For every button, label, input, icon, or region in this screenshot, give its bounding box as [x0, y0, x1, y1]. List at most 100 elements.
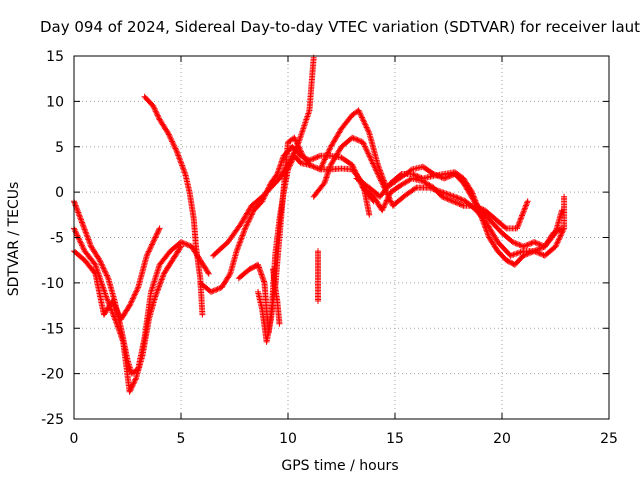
data-point	[312, 57, 315, 59]
x-tick-label: 10	[279, 431, 297, 447]
data-point	[291, 145, 294, 148]
data-point	[377, 164, 379, 166]
data-point	[340, 167, 343, 170]
data-point	[278, 177, 281, 180]
data-point	[389, 182, 392, 184]
data-point	[229, 273, 232, 275]
data-point	[188, 191, 191, 193]
data-point	[199, 282, 202, 284]
data-point	[122, 341, 125, 343]
data-point	[308, 164, 311, 166]
x-tick-label: 20	[493, 431, 511, 447]
data-point	[514, 263, 516, 266]
data-point	[330, 155, 332, 157]
y-tick-label: 0	[55, 185, 64, 201]
data-point	[94, 273, 97, 275]
data-point	[293, 155, 296, 157]
data-point	[154, 236, 157, 239]
data-point	[302, 155, 304, 157]
data-point	[190, 245, 193, 248]
data-point	[257, 291, 259, 293]
data-point	[492, 223, 495, 225]
data-point	[411, 177, 413, 180]
grid-lines	[74, 56, 609, 419]
data-point	[94, 263, 97, 266]
data-point	[432, 174, 435, 177]
y-tick-label: -20	[41, 367, 64, 383]
data-point	[274, 286, 276, 289]
data-point	[496, 250, 499, 252]
y-tick-label: -15	[41, 321, 64, 337]
data-point	[372, 195, 375, 198]
data-point	[193, 218, 195, 221]
data-point	[265, 341, 268, 343]
data-point	[210, 291, 212, 293]
y-tick-label: 10	[46, 94, 64, 110]
data-point	[501, 232, 503, 234]
y-tick-label: -10	[41, 276, 64, 292]
data-point	[389, 191, 392, 193]
data-point	[240, 223, 242, 225]
data-point	[533, 241, 535, 243]
data-point	[287, 141, 289, 144]
data-point	[379, 195, 381, 198]
data-point	[411, 173, 413, 175]
data-point	[526, 200, 529, 202]
data-point	[261, 200, 264, 202]
data-point	[351, 168, 354, 171]
data-point	[276, 173, 279, 175]
data-point	[454, 195, 456, 198]
data-point	[130, 372, 133, 375]
data-point	[227, 241, 229, 243]
data-point	[98, 259, 101, 261]
data-point	[516, 227, 518, 230]
data-point	[199, 277, 202, 280]
data-point	[488, 236, 490, 239]
series-track-10	[315, 248, 321, 304]
data-point	[276, 300, 279, 302]
data-point	[143, 96, 146, 98]
data-point	[163, 273, 165, 275]
data-point	[563, 195, 565, 198]
data-point	[128, 390, 131, 393]
data-point	[443, 177, 446, 180]
data-point	[111, 300, 114, 302]
data-point	[152, 105, 154, 107]
data-point	[184, 173, 187, 175]
data-point	[81, 223, 84, 225]
data-point	[261, 195, 264, 198]
data-point	[544, 245, 546, 248]
data-point	[90, 245, 92, 248]
data-point	[317, 250, 319, 252]
data-point	[496, 241, 499, 243]
data-point	[278, 322, 281, 325]
data-point	[552, 232, 555, 234]
data-point	[340, 127, 343, 130]
x-tick-label: 0	[70, 431, 79, 447]
data-point	[257, 263, 259, 266]
x-tick-label: 5	[177, 431, 186, 447]
data-series	[71, 54, 568, 395]
data-point	[282, 186, 285, 189]
data-point	[169, 250, 172, 252]
data-point	[270, 186, 272, 189]
y-axis-ticks: -25 -20 -15 -10 -5 0 5 10 15	[41, 49, 609, 428]
x-axis-label: GPS time / hours	[281, 458, 398, 474]
data-point	[441, 191, 443, 193]
data-point	[103, 313, 105, 316]
data-point	[220, 286, 223, 289]
data-point	[381, 209, 383, 212]
data-point	[340, 145, 343, 148]
data-point	[484, 209, 486, 212]
data-point	[494, 218, 497, 221]
data-point	[522, 250, 525, 252]
data-point	[362, 141, 364, 144]
y-tick-label: 5	[55, 140, 64, 156]
y-tick-label: -25	[41, 412, 64, 428]
data-point	[392, 204, 394, 207]
series-track-14	[353, 169, 568, 268]
data-point	[544, 254, 546, 257]
data-point	[464, 200, 467, 202]
